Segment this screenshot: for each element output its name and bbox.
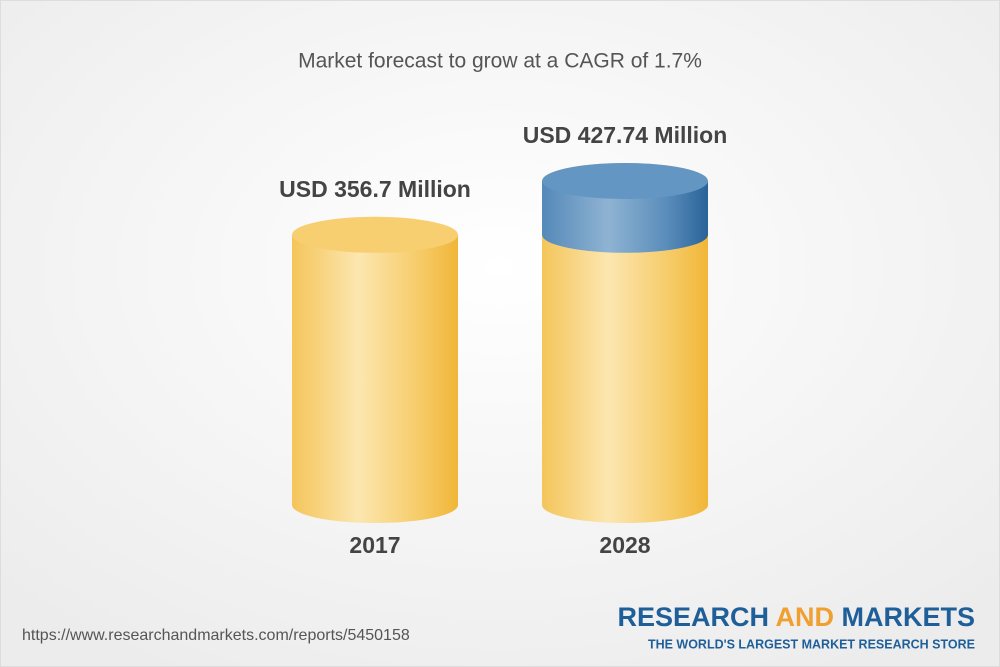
logo-part: MARKETS — [842, 602, 976, 632]
chart-title: Market forecast to grow at a CAGR of 1.7… — [298, 50, 702, 73]
logo-part: AND — [775, 602, 834, 632]
cylinder — [292, 234, 458, 523]
value-label: USD 427.74 Million — [523, 122, 728, 148]
x-tick-label: 2017 — [349, 532, 400, 558]
growth-segment-top — [542, 163, 708, 199]
cylinder — [542, 181, 708, 523]
cylinder-top — [292, 216, 458, 253]
logo: RESEARCH AND MARKETS — [617, 602, 975, 632]
value-label: USD 356.7 Million — [279, 176, 471, 202]
logo-tagline: THE WORLD'S LARGEST MARKET RESEARCH STOR… — [648, 637, 975, 651]
x-tick-label: 2028 — [599, 532, 650, 558]
growth-segment — [542, 181, 708, 253]
source-url: https://www.researchandmarkets.com/repor… — [22, 627, 410, 644]
logo-part: RESEARCH — [617, 602, 769, 632]
